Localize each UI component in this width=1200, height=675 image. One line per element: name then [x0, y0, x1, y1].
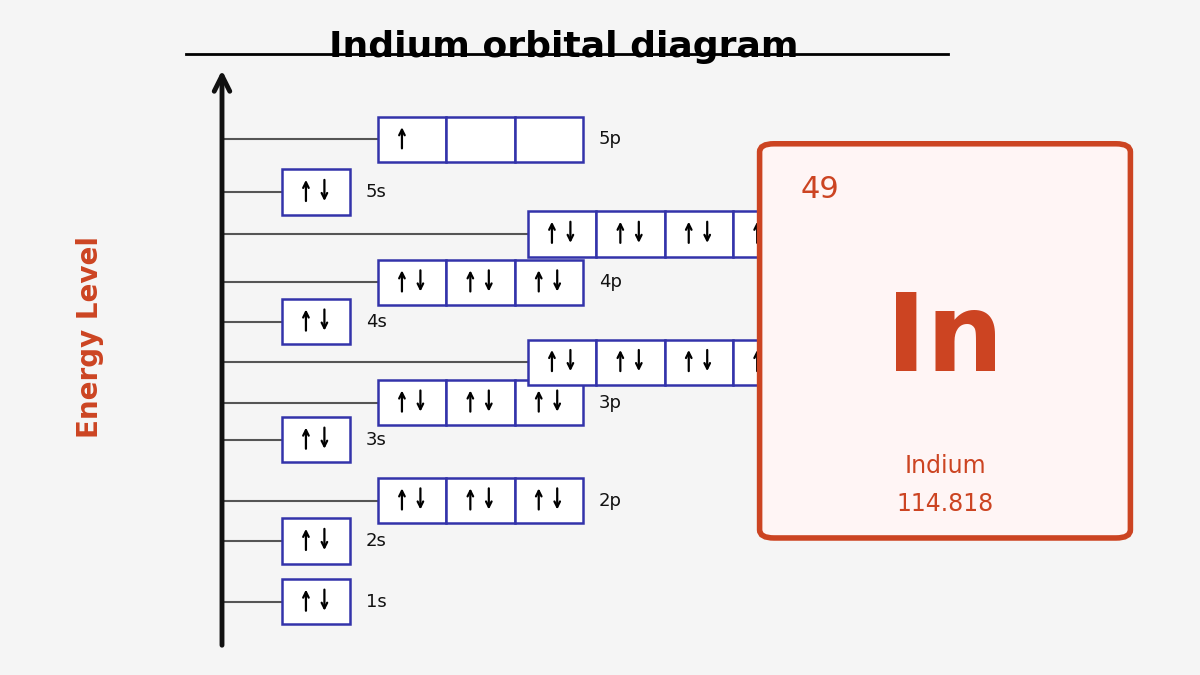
Text: 5s: 5s [366, 183, 386, 201]
FancyBboxPatch shape [446, 260, 515, 305]
FancyBboxPatch shape [733, 340, 802, 385]
FancyBboxPatch shape [446, 380, 515, 425]
FancyBboxPatch shape [528, 211, 596, 256]
Text: 4p: 4p [599, 273, 622, 292]
Text: 2p: 2p [599, 491, 622, 510]
Text: Indium orbital diagram: Indium orbital diagram [329, 30, 799, 64]
FancyBboxPatch shape [446, 117, 515, 162]
FancyBboxPatch shape [802, 340, 870, 385]
FancyBboxPatch shape [596, 211, 665, 256]
FancyBboxPatch shape [282, 579, 350, 624]
Text: 3s: 3s [366, 431, 386, 449]
FancyBboxPatch shape [378, 260, 446, 305]
FancyBboxPatch shape [282, 299, 350, 344]
FancyBboxPatch shape [733, 211, 802, 256]
FancyBboxPatch shape [528, 340, 596, 385]
FancyBboxPatch shape [515, 478, 583, 523]
FancyBboxPatch shape [596, 340, 665, 385]
FancyBboxPatch shape [515, 260, 583, 305]
FancyBboxPatch shape [378, 478, 446, 523]
Text: Energy Level: Energy Level [76, 236, 104, 439]
FancyBboxPatch shape [802, 211, 870, 256]
Text: 2s: 2s [366, 532, 386, 550]
Text: 1s: 1s [366, 593, 386, 611]
Text: 49: 49 [800, 176, 839, 205]
FancyBboxPatch shape [282, 518, 350, 564]
Text: In: In [887, 288, 1003, 394]
FancyBboxPatch shape [515, 117, 583, 162]
Text: 4s: 4s [366, 313, 386, 331]
FancyBboxPatch shape [378, 117, 446, 162]
FancyBboxPatch shape [378, 380, 446, 425]
FancyBboxPatch shape [446, 478, 515, 523]
FancyBboxPatch shape [665, 211, 733, 256]
Text: 3p: 3p [599, 394, 622, 412]
Text: 4d: 4d [886, 225, 908, 243]
Text: Indium: Indium [904, 454, 986, 478]
FancyBboxPatch shape [760, 144, 1130, 538]
Text: 114.818: 114.818 [896, 492, 994, 516]
Text: 5p: 5p [599, 130, 622, 148]
FancyBboxPatch shape [665, 340, 733, 385]
FancyBboxPatch shape [282, 417, 350, 462]
FancyBboxPatch shape [282, 169, 350, 215]
Text: 3d: 3d [886, 353, 908, 371]
FancyBboxPatch shape [515, 380, 583, 425]
